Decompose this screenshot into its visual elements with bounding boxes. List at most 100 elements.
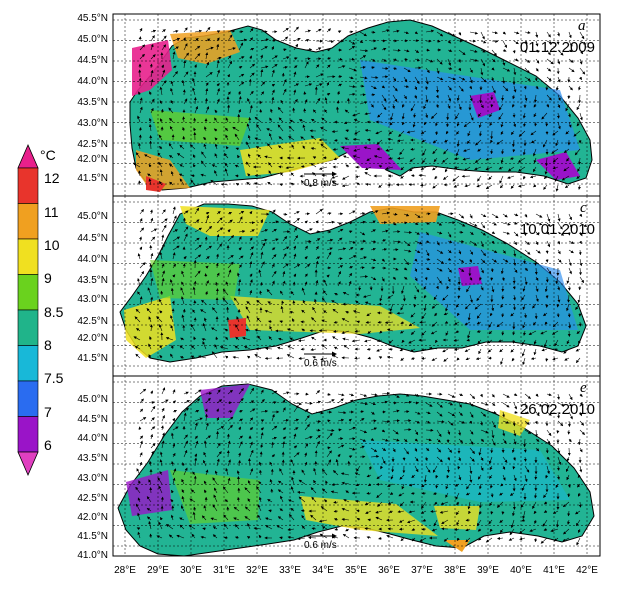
current-vector <box>414 49 420 53</box>
current-vector <box>315 28 322 33</box>
current-vector <box>455 112 460 120</box>
current-vector <box>161 69 166 78</box>
current-vector <box>480 40 487 44</box>
current-vector <box>464 166 471 172</box>
current-vector <box>160 118 163 123</box>
current-vector <box>469 76 473 84</box>
current-vector <box>436 39 441 43</box>
current-vector <box>260 91 265 96</box>
current-vector <box>227 29 236 33</box>
current-vector <box>480 103 484 109</box>
current-vector <box>238 96 242 105</box>
current-vector <box>480 31 485 40</box>
lon-tick: 32°E <box>246 565 268 576</box>
current-vector <box>172 71 178 78</box>
current-vector <box>517 166 526 172</box>
current-vector <box>579 49 584 55</box>
current-vector <box>479 130 483 137</box>
current-vector <box>523 85 527 90</box>
current-vector <box>568 58 574 63</box>
current-vector <box>249 90 254 96</box>
current-vector <box>336 90 340 96</box>
current-vector <box>293 98 298 105</box>
colorbar-label: 12 <box>44 170 60 186</box>
warm-patch <box>370 206 440 224</box>
current-vector <box>288 135 295 141</box>
current-vector <box>446 121 450 128</box>
current-vector <box>458 31 462 36</box>
current-vector <box>157 152 163 159</box>
current-vector <box>159 86 163 96</box>
current-vector <box>385 166 394 170</box>
current-vector <box>523 49 527 54</box>
current-vector <box>447 49 453 52</box>
current-vector <box>442 157 449 163</box>
current-vector <box>458 67 462 72</box>
current-vector <box>401 112 405 120</box>
current-vector <box>158 161 163 168</box>
current-vector <box>578 94 582 104</box>
current-vector <box>303 91 307 96</box>
current-vector <box>315 73 324 78</box>
current-vector <box>534 76 538 82</box>
current-vector <box>344 137 350 141</box>
current-vector <box>552 166 559 170</box>
current-vector <box>172 51 176 60</box>
current-vector <box>436 31 444 37</box>
current-vector <box>227 34 233 42</box>
colorbar-label: 7 <box>44 404 52 420</box>
current-vector <box>518 130 526 137</box>
current-vector <box>422 148 427 156</box>
current-vector <box>337 30 342 34</box>
colorbar-segment <box>17 274 39 311</box>
current-vector <box>238 30 244 34</box>
current-vector <box>359 40 364 43</box>
current-vector <box>168 107 174 114</box>
panel-date: 01.12.2009 <box>520 39 595 56</box>
current-vector <box>552 157 559 163</box>
current-vector <box>491 31 498 35</box>
current-vector <box>315 83 323 87</box>
colorbar-segment <box>17 167 39 204</box>
lat-tick: 43.5°N <box>77 97 108 108</box>
current-vector <box>300 165 306 169</box>
current-vector <box>445 130 449 135</box>
current-vector <box>513 31 520 35</box>
lat-tick: 42.5°N <box>77 316 108 327</box>
current-vector <box>532 166 537 173</box>
current-vector <box>399 148 405 155</box>
current-vector <box>353 148 361 152</box>
current-vector <box>216 88 220 96</box>
current-vector <box>568 40 573 47</box>
current-vector <box>513 40 519 45</box>
current-vector <box>444 166 449 173</box>
current-vector <box>534 121 538 127</box>
current-vector <box>168 143 174 150</box>
current-vector <box>524 31 531 34</box>
current-vector <box>259 109 263 114</box>
colorbar-label: 11 <box>44 204 59 220</box>
current-vector <box>160 108 164 114</box>
current-vector <box>227 104 231 114</box>
current-vector <box>271 89 275 96</box>
current-vector <box>523 121 527 127</box>
current-vector <box>488 175 493 180</box>
current-vector <box>310 147 317 151</box>
current-vector <box>364 166 372 170</box>
current-vector <box>169 155 174 159</box>
current-vector <box>400 175 405 179</box>
lat-tick: 41.5°N <box>77 353 108 364</box>
lon-tick: 41°E <box>543 565 565 576</box>
current-vector <box>403 76 408 83</box>
current-vector <box>192 87 196 96</box>
current-vector <box>203 136 207 141</box>
lat-axis-e: 45.0°N 44.5°N 44.0°N 43.5°N 43.0°N 42.5°… <box>77 394 108 561</box>
current-vector <box>477 175 482 182</box>
current-vector <box>491 85 496 94</box>
current-vector <box>502 31 506 35</box>
current-vector <box>324 97 328 105</box>
current-vector <box>315 64 320 69</box>
current-vector <box>557 49 564 56</box>
current-vector <box>161 64 164 69</box>
current-vector <box>310 135 317 141</box>
